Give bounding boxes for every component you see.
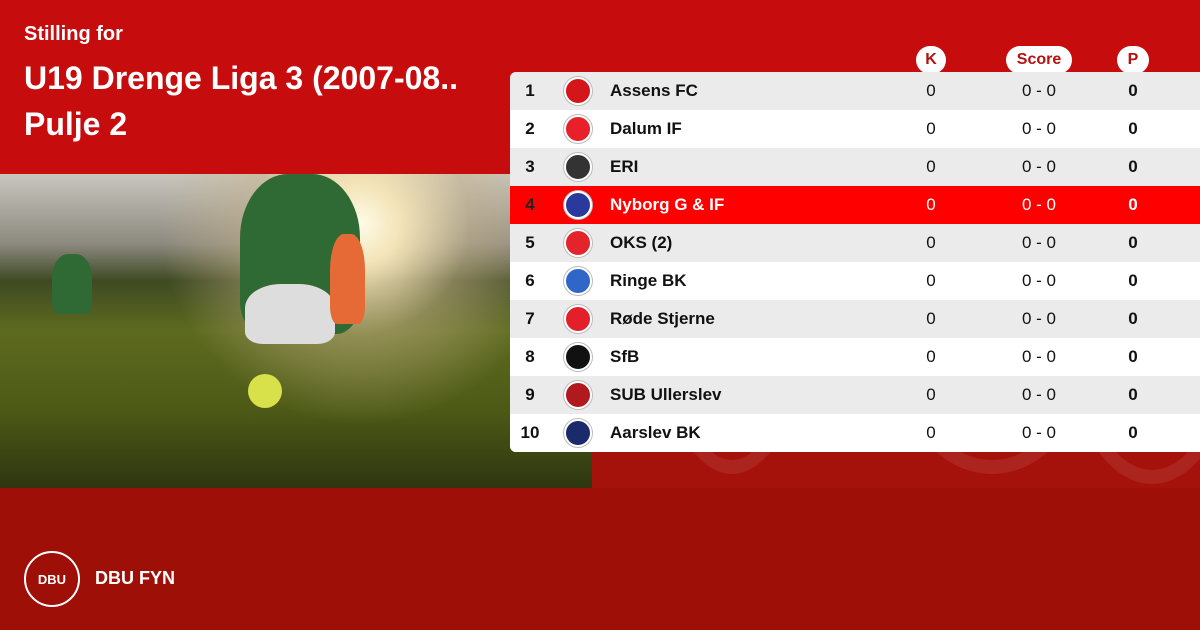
position: 5 [525,233,535,252]
matches-played: 0 [926,309,936,328]
position: 7 [525,309,535,328]
points: 0 [1128,309,1138,328]
points: 0 [1128,385,1138,404]
standings-table: 1 Assens FC 0 0 - 0 0 2 Dalum IF 0 0 - 0 0 3 ERI 0 0 … [510,72,1200,452]
team-logo-icon [564,77,592,105]
football-photo [0,174,592,488]
position: 10 [520,423,540,442]
matches-played: 0 [926,423,936,442]
team-logo-icon [564,229,592,257]
goal-score: 0 - 0 [1021,309,1057,328]
team-logo-icon [564,115,592,143]
subtitle: Stilling for [24,23,123,45]
team-logo-icon [564,419,592,447]
goal-score: 0 - 0 [1021,195,1057,214]
team-name: SfB [610,347,640,366]
matches-played: 0 [926,81,936,100]
title-line-2: Pulje 2 [24,106,128,142]
goal-score: 0 - 0 [1021,347,1057,366]
table-row[interactable]: 7 Røde Stjerne 0 0 - 0 0 [510,300,1200,338]
position: 2 [525,119,535,138]
matches-played: 0 [926,347,936,366]
team-name: Nyborg G & IF [610,195,725,214]
team-name: Aarslev BK [610,423,701,442]
table-row[interactable]: 9 SUB Ullerslev 0 0 - 0 0 [510,376,1200,414]
points: 0 [1128,423,1138,442]
matches-played: 0 [926,157,936,176]
points: 0 [1128,119,1138,138]
dbu-logo: DBU [24,551,80,607]
matches-played: 0 [926,233,936,252]
position: 4 [525,195,535,214]
team-logo-icon [564,267,592,295]
team-logo-icon [564,305,592,333]
column-header-score: Score [1006,46,1072,74]
goal-score: 0 - 0 [1021,423,1057,442]
goal-score: 0 - 0 [1021,233,1057,252]
table-row[interactable]: 1 Assens FC 0 0 - 0 0 [510,72,1200,110]
matches-played: 0 [926,195,936,214]
team-logo-icon [564,153,592,181]
goal-score: 0 - 0 [1021,385,1057,404]
points: 0 [1128,347,1138,366]
goal-score: 0 - 0 [1021,157,1057,176]
table-row[interactable]: 3 ERI 0 0 - 0 0 [510,148,1200,186]
table-row[interactable]: 5 OKS (2) 0 0 - 0 0 [510,224,1200,262]
table-row[interactable]: 6 Ringe BK 0 0 - 0 0 [510,262,1200,300]
position: 1 [525,81,535,100]
table-row[interactable]: 10 Aarslev BK 0 0 - 0 0 [510,414,1200,452]
goal-score: 0 - 0 [1021,81,1057,100]
points: 0 [1128,157,1138,176]
team-logo-icon [564,381,592,409]
matches-played: 0 [926,385,936,404]
matches-played: 0 [926,119,936,138]
points: 0 [1128,233,1138,252]
position: 9 [525,385,535,404]
team-name: SUB Ullerslev [610,385,722,404]
team-name: Assens FC [610,81,698,100]
points: 0 [1128,195,1138,214]
position: 8 [525,347,535,366]
goal-score: 0 - 0 [1021,271,1057,290]
points: 0 [1128,271,1138,290]
team-name: Røde Stjerne [610,309,715,328]
title-line-1: U19 Drenge Liga 3 (2007-08.. [24,60,458,96]
table-row[interactable]: 8 SfB 0 0 - 0 0 [510,338,1200,376]
points: 0 [1128,81,1138,100]
team-name: Dalum IF [610,119,682,138]
team-name: OKS (2) [610,233,673,252]
column-header-p: P [1117,46,1149,74]
team-logo-icon [564,343,592,371]
brand-name: DBU FYN [95,568,175,588]
goal-score: 0 - 0 [1021,119,1057,138]
position: 6 [525,271,535,290]
matches-played: 0 [926,271,936,290]
position: 3 [525,157,535,176]
team-name: Ringe BK [610,271,687,290]
table-row[interactable]: 4 Nyborg G & IF 0 0 - 0 0 [510,186,1200,224]
team-logo-icon [564,191,592,219]
table-row[interactable]: 2 Dalum IF 0 0 - 0 0 [510,110,1200,148]
page-title: U19 Drenge Liga 3 (2007-08.. Pulje 2 [24,55,514,147]
team-name: ERI [610,157,639,176]
column-header-k: K [916,46,946,74]
